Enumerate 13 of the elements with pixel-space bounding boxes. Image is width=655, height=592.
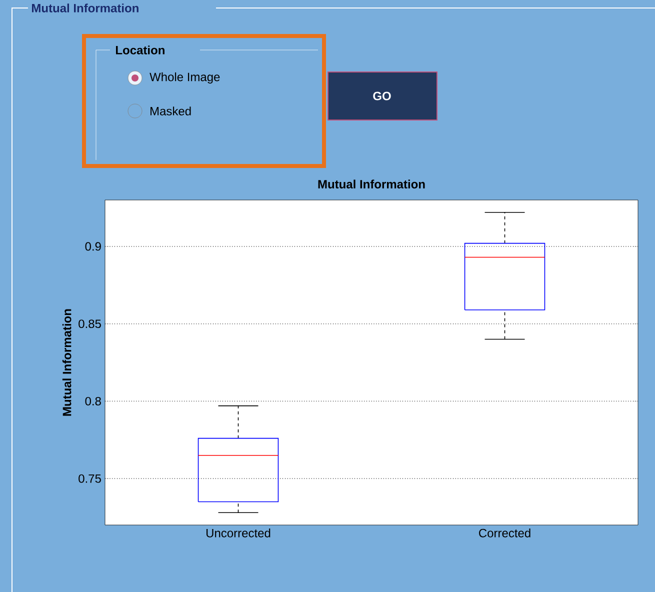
y-axis-title: Mutual Information [62,309,72,416]
y-tick-label: 0.75 [78,474,101,483]
x-tick-label: Uncorrected [206,528,270,538]
text: Location [116,46,164,54]
y-tick-label: 0.85 [78,320,101,328]
text: Whole Image [150,72,220,84]
y-tick-label: 0.9 [85,242,101,251]
y-tick-label: 0.8 [85,396,101,406]
text: Mutual Information [32,4,138,12]
text: GO [373,92,391,100]
chart-title: Mutual Information [318,180,425,188]
text: Masked [150,106,191,116]
x-tick-label: Corrected [479,528,530,538]
